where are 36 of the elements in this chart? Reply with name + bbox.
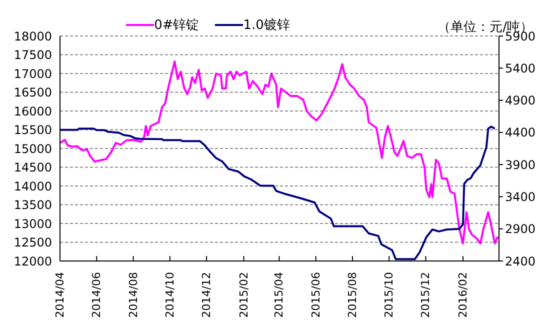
y2-tick-label: 4400 bbox=[505, 126, 536, 140]
y-tick-label: 15500 bbox=[14, 123, 52, 138]
x-tick-label: 2015/12 bbox=[419, 272, 432, 318]
y2-tick-label: 5400 bbox=[505, 61, 536, 76]
x-tick-label: 2016/02 bbox=[456, 272, 470, 318]
x-tick-label: 2014/04 bbox=[54, 272, 66, 318]
y-tick-label: 14000 bbox=[14, 179, 52, 194]
line-series bbox=[60, 126, 496, 260]
y-tick-label: 14500 bbox=[14, 160, 52, 175]
y-tick-label: 17000 bbox=[14, 66, 52, 81]
y-tick-label: 13000 bbox=[14, 216, 52, 231]
y2-tick-label: 3900 bbox=[505, 158, 536, 172]
x-tick-label: 2014/10 bbox=[163, 272, 176, 318]
x-tick-label: 2014/12 bbox=[200, 272, 214, 318]
y-tick-label: 12000 bbox=[14, 254, 52, 268]
y-tick-label: 16000 bbox=[14, 104, 52, 118]
line-series bbox=[60, 60, 499, 244]
y-tick-label: 16500 bbox=[14, 86, 52, 100]
x-tick-label: 2014/08 bbox=[126, 272, 140, 318]
y-tick-label: 13500 bbox=[14, 198, 52, 212]
legend-label: 1.0镀锌 bbox=[243, 17, 290, 34]
y2-tick-label: 2900 bbox=[505, 222, 536, 236]
y2-tick-label: 4900 bbox=[505, 94, 536, 108]
y2-tick-label: 2400 bbox=[505, 254, 536, 268]
x-tick-label: 2015/10 bbox=[382, 272, 396, 318]
y-tick-label: 18000 bbox=[14, 29, 52, 44]
y-tick-label: 17500 bbox=[14, 48, 52, 62]
x-tick-label: 2014/06 bbox=[90, 272, 104, 318]
x-tick-label: 2015/08 bbox=[346, 272, 359, 318]
x-tick-label: 2015/06 bbox=[309, 272, 322, 318]
legend-label: 0#锌锭 bbox=[154, 17, 200, 34]
x-tick-label: 2015/04 bbox=[272, 272, 286, 318]
y2-tick-label: 3400 bbox=[505, 190, 536, 204]
y-tick-label: 12500 bbox=[14, 236, 52, 250]
y-tick-label: 15000 bbox=[14, 142, 52, 156]
x-tick-label: 2015/02 bbox=[237, 272, 250, 318]
